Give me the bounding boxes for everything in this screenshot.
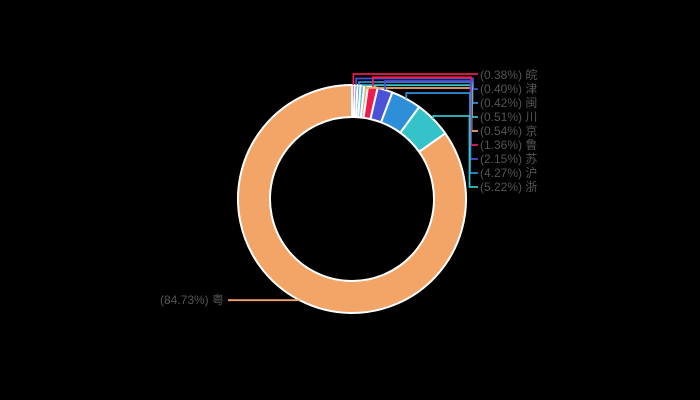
slice-label-jing: (0.54%) 京 <box>480 124 537 138</box>
slice-label-su: (2.15%) 苏 <box>480 152 537 166</box>
slice-label-hu: (4.27%) 沪 <box>480 166 537 180</box>
slice-label-zhe: (5.22%) 浙 <box>480 180 537 194</box>
slice-label-jin: (0.40%) 津 <box>480 82 537 96</box>
leader-line-jin <box>355 77 478 90</box>
leader-line-lu <box>371 76 478 146</box>
leader-line-min <box>358 81 478 104</box>
slice-label-chuan: (0.51%) 川 <box>480 110 537 124</box>
leader-line-su <box>384 80 478 160</box>
leader-line-wan <box>352 73 478 85</box>
slice-label-lu: (1.36%) 鲁 <box>480 138 537 152</box>
leader-line-chuan <box>361 84 478 118</box>
slice-label-wan: (0.38%) 皖 <box>480 68 537 82</box>
pie-slice-yue[interactable] <box>237 84 467 314</box>
leader-line-hu <box>405 92 478 174</box>
slice-label-yue: (84.73%) 粤 <box>160 292 224 307</box>
leader-line-zhe <box>432 115 478 188</box>
slice-label-min: (0.42%) 闽 <box>480 96 537 110</box>
